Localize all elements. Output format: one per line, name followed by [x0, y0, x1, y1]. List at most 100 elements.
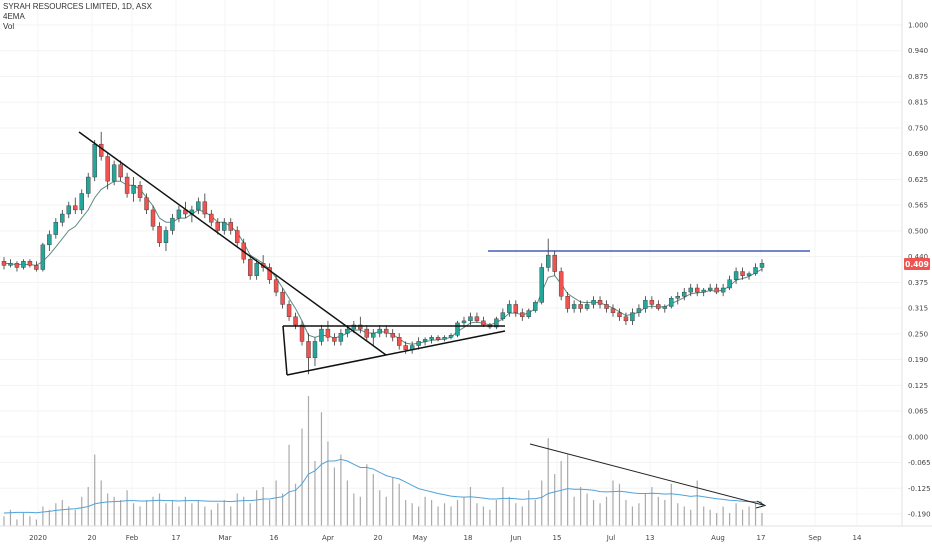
candle — [215, 218, 221, 235]
candle-body — [630, 312, 635, 322]
volume-bar — [541, 480, 543, 526]
time-tick-label: Mar — [218, 534, 231, 542]
volume-bar — [489, 509, 491, 526]
candle-body — [8, 263, 13, 266]
candle — [286, 300, 292, 321]
time-tick-label: May — [413, 534, 427, 542]
volume-bar — [418, 506, 420, 526]
symbol-title[interactable]: SYRAH RESOURCES LIMITED, 1D, ASX — [3, 2, 152, 11]
volume-bar — [515, 503, 517, 526]
volume-bar — [320, 412, 323, 526]
volume-bars — [3, 396, 763, 526]
volume-bar — [68, 506, 70, 526]
candle — [371, 329, 376, 346]
volume-bar — [372, 474, 374, 526]
candle — [558, 267, 564, 301]
time-tick-label: 20 — [88, 534, 97, 542]
volume-bar — [508, 496, 510, 526]
volume-bar — [9, 509, 12, 526]
price-tick-label: 0.125 — [908, 382, 928, 390]
candle-body — [662, 306, 668, 309]
volume-bar — [100, 480, 102, 526]
candle — [176, 205, 182, 223]
candle-body — [481, 320, 486, 326]
candle-body — [759, 263, 765, 268]
volume-bar — [476, 503, 478, 526]
candle — [79, 189, 84, 215]
candle — [170, 214, 175, 235]
volume-bar — [288, 444, 290, 526]
candle — [131, 177, 136, 202]
drawings — [78, 131, 810, 509]
volume-bar — [22, 513, 25, 526]
candle-body — [636, 308, 642, 313]
volume-divergence-arrowhead — [755, 500, 767, 509]
candle — [610, 304, 616, 317]
volume-bar — [107, 493, 109, 526]
volume-bar — [281, 493, 284, 526]
candle — [591, 296, 596, 309]
candle — [494, 316, 499, 330]
time-tick-label: 13 — [646, 534, 655, 542]
volume-bar — [55, 503, 57, 526]
candle — [442, 335, 447, 342]
candle — [429, 335, 434, 344]
candle-body — [27, 261, 33, 266]
volume-bar — [359, 496, 361, 526]
price-tick-label: 0.250 — [908, 330, 928, 338]
price-axis[interactable]: 1.000 0.940 0.875 0.815 0.750 0.690 0.625 0.565… — [908, 22, 931, 519]
price-tick-label: 0.500 — [908, 227, 928, 235]
time-tick-label: Feb — [126, 534, 139, 542]
candle — [202, 193, 208, 219]
candle — [526, 308, 531, 319]
candle — [695, 283, 700, 297]
candle — [118, 160, 123, 182]
volume-bar — [42, 506, 44, 526]
candle-body — [468, 316, 473, 322]
candle-body — [92, 143, 97, 178]
candle-body — [643, 300, 648, 309]
volume-bar — [74, 509, 76, 526]
candle-body — [539, 267, 544, 303]
volume-indicator-label[interactable]: Vol — [3, 22, 15, 31]
volume-bar — [651, 487, 653, 526]
candle-body — [306, 341, 311, 359]
volume-bar — [346, 480, 348, 526]
candle-body — [118, 164, 123, 178]
candle — [267, 263, 272, 284]
candle-body — [60, 213, 65, 223]
candle-body — [319, 328, 324, 342]
candle — [545, 238, 551, 272]
candle — [448, 333, 454, 340]
ema-indicator-label[interactable]: 4EMA — [3, 12, 25, 21]
candle-body — [682, 291, 687, 297]
candle-body — [688, 287, 693, 293]
candle-body — [273, 279, 279, 293]
price-tick-label: -0.125 — [908, 485, 931, 493]
candle-body — [494, 318, 499, 328]
volume-bar — [722, 506, 724, 526]
time-axis[interactable]: 2020 20 Feb 17 Mar 16 Apr 20 May 18 Jun 15 Jul 13 Aug 1… — [29, 534, 862, 542]
candle-body — [1, 261, 7, 266]
volume-bar — [450, 506, 452, 526]
price-tick-label: -0.190 — [908, 511, 931, 519]
time-tick-label: 15 — [553, 534, 562, 542]
candle — [306, 333, 311, 375]
candle — [299, 320, 305, 346]
candle — [222, 218, 227, 235]
candle — [500, 308, 506, 321]
candle — [468, 312, 473, 325]
candle-body — [396, 337, 402, 346]
candle — [578, 300, 583, 313]
candle — [137, 181, 143, 202]
candle — [1, 257, 7, 270]
candle — [533, 300, 538, 313]
price-tick-label: 0.375 — [908, 279, 928, 287]
candle-body — [390, 332, 395, 338]
volume-bar — [236, 493, 238, 526]
volume-bar — [696, 480, 698, 526]
volume-bar — [528, 490, 530, 526]
volume-bar — [269, 500, 271, 526]
candle-body — [312, 341, 318, 359]
